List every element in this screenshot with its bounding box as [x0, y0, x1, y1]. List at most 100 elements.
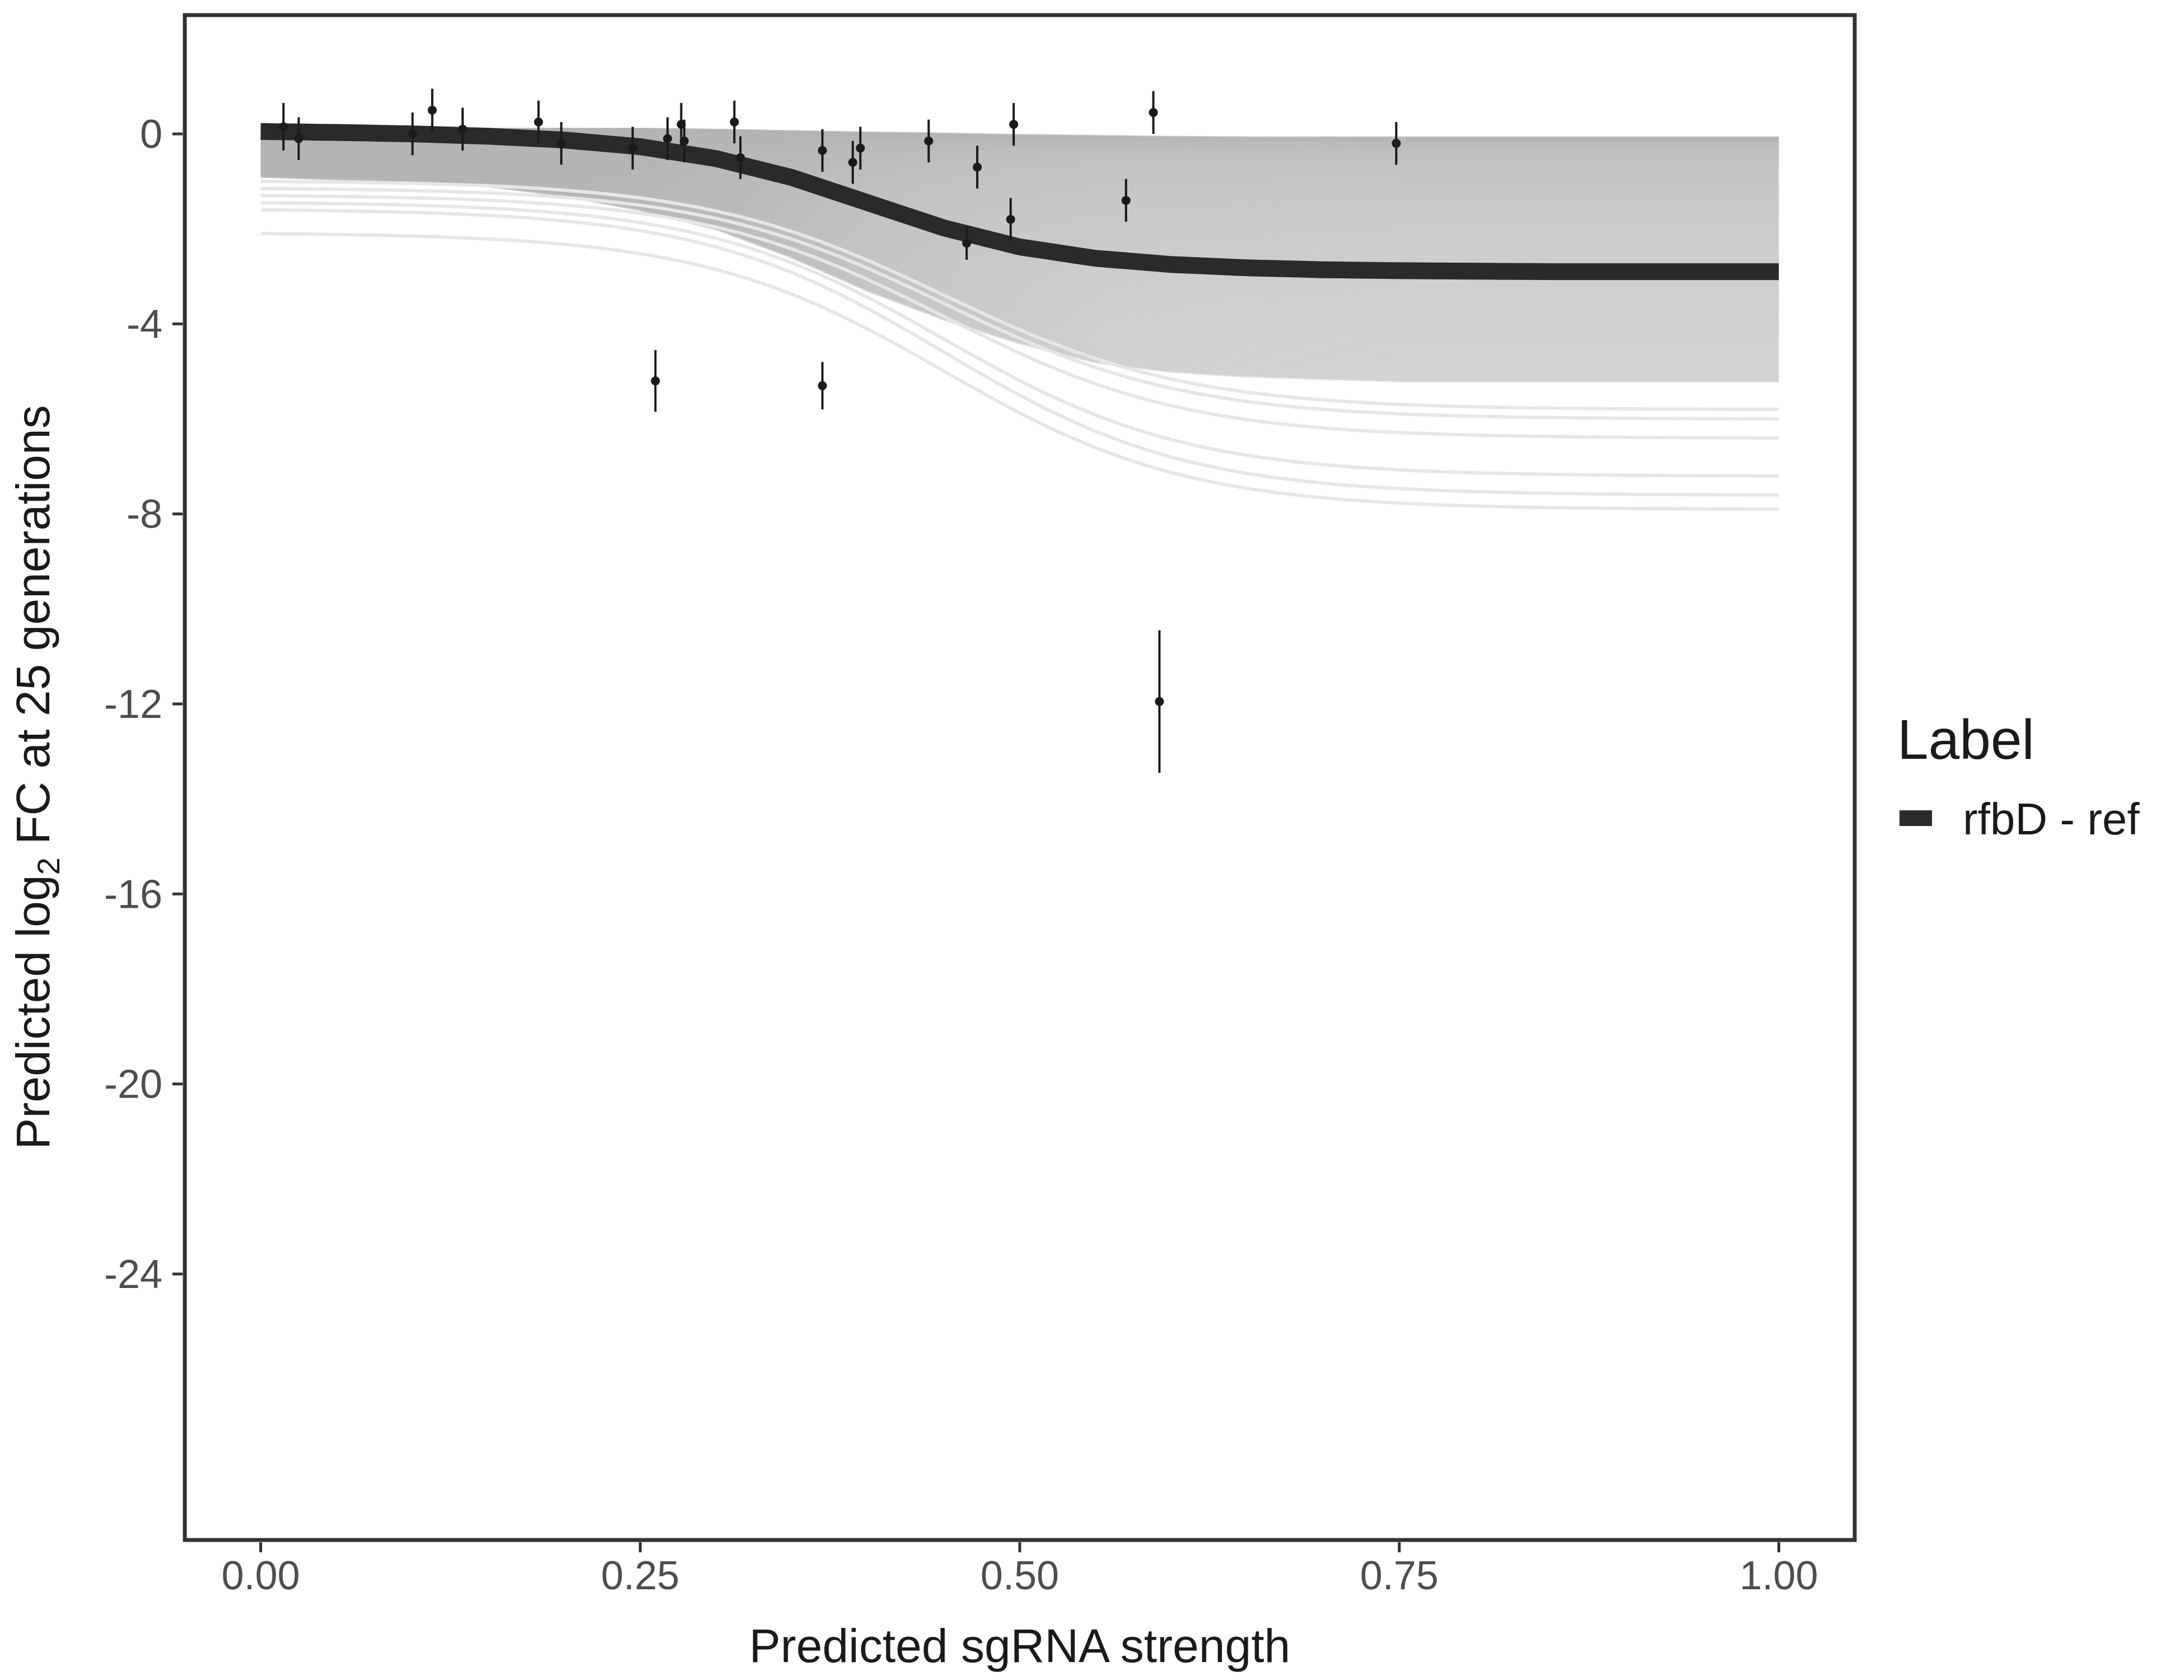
point-marker: [1121, 195, 1131, 205]
y-tick-label: 0: [140, 112, 162, 157]
posterior-sample-curve: [260, 144, 1779, 223]
posterior-sample-curve: [260, 150, 1779, 255]
x-axis-title: Predicted sgRNA strength: [749, 1620, 1291, 1672]
posterior-sample-curve: [260, 170, 1779, 359]
posterior-outlier-curve: [260, 232, 1779, 511]
point-marker: [427, 105, 437, 115]
posterior-sample-curve: [260, 143, 1779, 217]
data-point: [818, 362, 827, 410]
posterior-sample-curve: [260, 169, 1779, 354]
x-axis: 0.00 0.25 0.50 0.75 1.00: [221, 1542, 1818, 1598]
point-marker: [924, 136, 934, 146]
posterior-sample-curve: [260, 150, 1779, 256]
point-marker: [279, 122, 288, 132]
posterior-sample-curve: [260, 166, 1779, 338]
point-marker: [679, 136, 689, 146]
posterior-sample-curve: [260, 147, 1779, 241]
posterior-sample-curve: [260, 148, 1779, 242]
point-marker: [1155, 697, 1164, 706]
posterior-sample-curve: [260, 169, 1779, 350]
point-marker: [730, 117, 739, 127]
data-point: [924, 119, 934, 162]
posterior-sample-curve: [260, 165, 1779, 333]
posterior-sample-curve: [260, 149, 1779, 250]
data-point: [408, 112, 417, 156]
point-marker: [294, 134, 304, 143]
posterior-sample-curve: [260, 158, 1779, 294]
posterior-sample-curve: [260, 168, 1779, 347]
posterior-sample-curve: [260, 145, 1779, 228]
posterior-sample-curve: [260, 161, 1779, 309]
posterior-sample-curve: [260, 146, 1779, 234]
posterior-sample-curve: [260, 163, 1779, 323]
y-tick-label: -16: [104, 872, 162, 917]
posterior-sample-curve: [260, 159, 1779, 301]
posterior-sample-curve: [260, 162, 1779, 319]
data-point: [458, 108, 468, 151]
posterior-outlier-curve: [260, 208, 1779, 497]
posterior-sample-curve: [260, 141, 1779, 211]
data-point: [818, 129, 827, 172]
posterior-sample-curve: [260, 149, 1779, 249]
y-tick-label: -4: [127, 302, 162, 347]
posterior-sample-curve: [260, 144, 1779, 226]
posterior-sample-curve: [260, 171, 1779, 361]
data-point: [279, 102, 288, 151]
posterior-sample-curve: [260, 175, 1779, 382]
posterior-sample-curve: [260, 142, 1779, 216]
posterior-sample-curve: [260, 143, 1779, 221]
point-marker: [736, 153, 745, 162]
posterior-sample-curve: [260, 148, 1779, 247]
posterior-sample-curve: [260, 151, 1779, 259]
posterior-sample-curve: [260, 146, 1779, 232]
plot-panel-border: [183, 13, 1857, 1542]
posterior-sample-curve: [260, 167, 1779, 343]
posterior-sample-curve: [260, 171, 1779, 362]
posterior-sample-curve: [260, 158, 1779, 297]
y-tick-label: -8: [127, 492, 162, 537]
posterior-sample-curve: [260, 147, 1779, 237]
posterior-sample-curve: [260, 156, 1779, 287]
posterior-sample-curve: [260, 146, 1779, 231]
posterior-sample-curve: [260, 170, 1779, 357]
posterior-sample-curve: [260, 145, 1779, 230]
point-marker: [962, 239, 972, 248]
posterior-sample-curve: [260, 142, 1779, 214]
data-point: [973, 146, 982, 189]
legend-title: Label: [1897, 708, 2034, 771]
y-tick-label: -24: [104, 1252, 162, 1297]
y-axis-title-suffix: FC at 25 generations: [7, 405, 59, 857]
posterior-sample-curve: [260, 164, 1779, 324]
data-point: [534, 100, 543, 144]
x-tick-label: 0.50: [981, 1553, 1059, 1598]
posterior-sample-curve: [260, 159, 1779, 302]
data-point: [1149, 91, 1158, 134]
posterior-sample-curve: [260, 160, 1779, 306]
y-axis: 0 -4 -8 -12 -16 -20 -24: [104, 112, 183, 1297]
y-axis-title-prefix: Predicted log: [7, 875, 59, 1149]
posterior-sample-curve: [260, 157, 1779, 292]
point-marker: [856, 143, 865, 153]
posterior-sample-curve: [260, 169, 1779, 348]
posterior-sample-curve: [260, 147, 1779, 239]
x-tick-label: 0.25: [601, 1553, 679, 1598]
posterior-sample-curve: [260, 150, 1779, 251]
point-marker: [818, 381, 827, 390]
point-marker: [534, 117, 543, 127]
legend-entry-label: rfbD - ref: [1963, 794, 2140, 844]
posterior-sample-curve: [260, 144, 1779, 224]
data-point: [730, 100, 739, 144]
posterior-sample-curve: [260, 146, 1779, 235]
posterior-sample-curves: [260, 128, 1779, 511]
data-point: [736, 136, 745, 179]
x-tick-label: 0.75: [1360, 1553, 1439, 1598]
posterior-sample-curve: [260, 162, 1779, 318]
posterior-sample-curve: [260, 147, 1779, 240]
data-point: [1006, 198, 1015, 241]
posterior-sample-curve: [260, 161, 1779, 312]
x-tick-label: 1.00: [1739, 1553, 1818, 1598]
posterior-sample-curve: [260, 169, 1779, 352]
data-points-layer: [279, 88, 1401, 773]
posterior-sample-curve: [260, 156, 1779, 283]
posterior-sample-curve: [260, 165, 1779, 329]
